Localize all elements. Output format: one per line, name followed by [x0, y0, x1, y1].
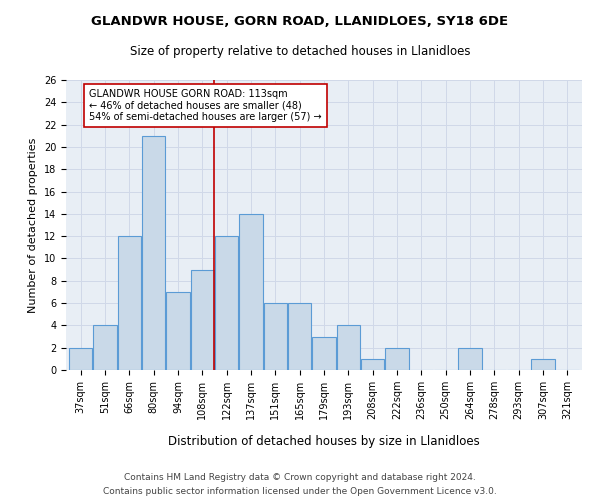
Bar — [215, 236, 238, 370]
Bar — [166, 292, 190, 370]
Bar — [94, 326, 116, 370]
Bar — [191, 270, 214, 370]
Bar — [361, 359, 384, 370]
Bar — [337, 326, 360, 370]
Bar — [313, 336, 335, 370]
Text: GLANDWR HOUSE, GORN ROAD, LLANIDLOES, SY18 6DE: GLANDWR HOUSE, GORN ROAD, LLANIDLOES, SY… — [91, 15, 509, 28]
Text: Contains HM Land Registry data © Crown copyright and database right 2024.: Contains HM Land Registry data © Crown c… — [124, 472, 476, 482]
Bar — [288, 303, 311, 370]
Text: Distribution of detached houses by size in Llanidloes: Distribution of detached houses by size … — [168, 435, 480, 448]
Bar — [118, 236, 141, 370]
Bar — [532, 359, 554, 370]
Bar — [458, 348, 482, 370]
Y-axis label: Number of detached properties: Number of detached properties — [28, 138, 38, 312]
Text: Size of property relative to detached houses in Llanidloes: Size of property relative to detached ho… — [130, 45, 470, 58]
Bar — [69, 348, 92, 370]
Text: Contains public sector information licensed under the Open Government Licence v3: Contains public sector information licen… — [103, 488, 497, 496]
Bar — [264, 303, 287, 370]
Bar — [385, 348, 409, 370]
Text: GLANDWR HOUSE GORN ROAD: 113sqm
← 46% of detached houses are smaller (48)
54% of: GLANDWR HOUSE GORN ROAD: 113sqm ← 46% of… — [89, 89, 322, 122]
Bar — [239, 214, 263, 370]
Bar — [142, 136, 165, 370]
